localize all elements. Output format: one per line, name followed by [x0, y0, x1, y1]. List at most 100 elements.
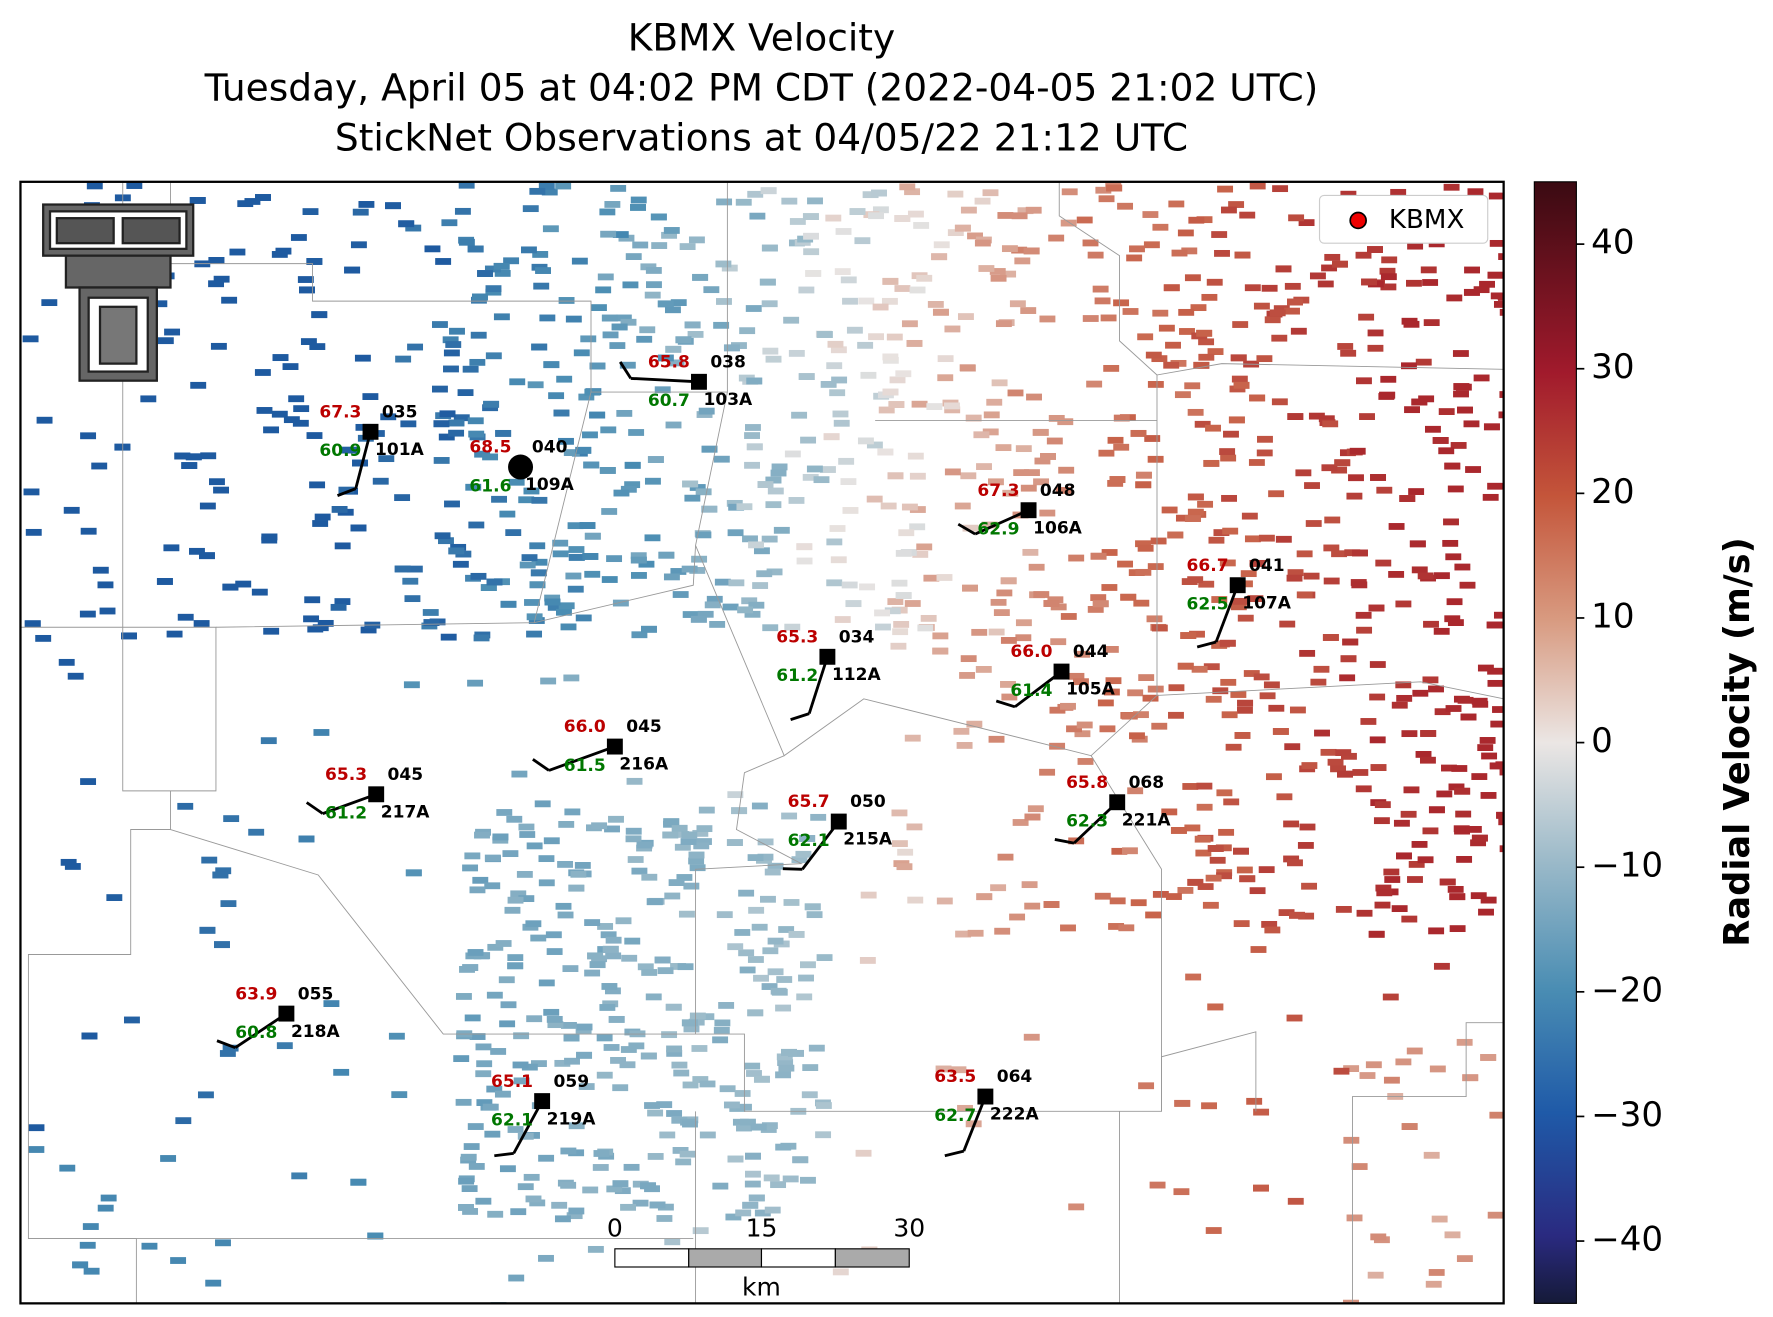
radar-gate	[1047, 596, 1064, 604]
radar-gate	[210, 342, 227, 350]
radar-gate	[791, 411, 808, 419]
radar-gate	[1174, 1099, 1191, 1107]
radar-gate	[1471, 697, 1488, 705]
radar-gate	[1050, 603, 1067, 611]
radar-gate	[1043, 600, 1060, 607]
radar-gate	[748, 1194, 765, 1202]
radar-gate	[841, 581, 858, 589]
radar-gate	[695, 488, 712, 496]
radar-gate	[771, 988, 788, 996]
radar-gate	[966, 720, 983, 728]
radar-gate	[610, 184, 627, 192]
radar-gate	[193, 620, 210, 627]
radar-gate	[1379, 391, 1396, 399]
radar-gate	[141, 1242, 158, 1250]
radar-gate	[591, 304, 607, 312]
radar-gate	[1493, 611, 1504, 619]
radar-gate	[558, 297, 575, 304]
radar-gate	[1340, 655, 1357, 663]
radar-gate	[1502, 1232, 1504, 1240]
radar-gate	[282, 363, 299, 370]
radar-gate	[1131, 735, 1148, 743]
radar-gate	[904, 734, 921, 742]
radar-gate	[816, 331, 833, 338]
radar-gate	[1032, 428, 1049, 436]
radar-gate	[1138, 1082, 1155, 1090]
radar-gate	[606, 1185, 623, 1193]
radar-gate	[1287, 1197, 1304, 1205]
radar-gate	[553, 409, 570, 417]
radar-gate	[1101, 549, 1118, 556]
radar-gate	[933, 241, 950, 249]
radar-gate	[1107, 479, 1124, 487]
radar-gate	[1396, 852, 1412, 860]
radar-gate	[957, 1104, 973, 1112]
radar-gate	[1161, 808, 1178, 816]
radar-gate	[1456, 855, 1473, 863]
radar-gate	[1203, 459, 1220, 467]
radar-gate	[881, 297, 898, 305]
radar-gate	[513, 1077, 530, 1085]
radar-gate	[449, 327, 465, 335]
radar-gate	[530, 1060, 547, 1068]
radar-gate	[761, 535, 778, 543]
radar-gate	[1020, 307, 1037, 314]
radar-gate	[778, 1064, 795, 1072]
subtitle: StickNet Observations at 04/05/22 21:12 …	[335, 115, 1188, 159]
radar-gate	[1230, 354, 1247, 362]
radar-gate	[1229, 385, 1246, 393]
radar-gate	[1358, 313, 1375, 321]
radar-gate	[1249, 182, 1266, 190]
radar-gate	[80, 778, 97, 785]
radar-gate	[464, 852, 481, 860]
radar-gate	[443, 365, 459, 373]
radar-gate	[831, 376, 848, 384]
radar-gate	[816, 954, 833, 961]
wind-barb-flag	[305, 801, 324, 815]
radar-gate	[1211, 642, 1228, 649]
radar-gate	[1428, 806, 1445, 814]
radar-gate	[36, 416, 53, 424]
wind-direction: 045	[388, 765, 424, 785]
colorbar-tick-label: −40	[1591, 1220, 1663, 1260]
radar-gate	[448, 429, 465, 437]
radar-gate	[1367, 329, 1384, 337]
radar-gate	[465, 483, 482, 491]
radar-gate	[830, 556, 847, 564]
radar-gate	[484, 265, 501, 273]
radar-gate	[199, 552, 215, 560]
radar-gate	[445, 341, 462, 348]
radar-gate	[1482, 493, 1499, 501]
colorbar	[1533, 181, 1577, 1304]
colorbar-tick-label: 0	[1591, 721, 1613, 761]
radar-gate	[59, 1164, 76, 1172]
radar-gate	[511, 770, 528, 778]
radar-gate	[1339, 674, 1356, 682]
radar-gate	[746, 1070, 762, 1077]
radar-gate	[645, 267, 662, 274]
radar-gate	[599, 467, 616, 474]
radar-gate	[1369, 661, 1386, 668]
radar-gate	[944, 402, 960, 410]
radar-gate	[673, 1069, 690, 1077]
radar-gate	[1313, 665, 1330, 673]
radar-gate	[855, 1149, 872, 1157]
radar-gate	[507, 962, 524, 970]
radar-gate	[1024, 902, 1041, 910]
radar-gate	[507, 954, 524, 961]
radar-gate	[962, 524, 979, 532]
radar-gate	[1269, 309, 1286, 317]
radar-gate	[623, 1163, 640, 1171]
radar-gate	[954, 224, 971, 232]
radar-gate	[657, 354, 674, 362]
radar-gate	[682, 1120, 698, 1128]
radar-gate	[1076, 721, 1093, 729]
radar-gate	[663, 227, 680, 234]
radar-gate	[712, 1036, 729, 1044]
radar-gate	[543, 361, 560, 369]
radar-gate	[263, 627, 280, 635]
radar-gate	[1456, 1255, 1473, 1263]
radar-gate	[955, 930, 972, 938]
radar-gate	[80, 527, 97, 535]
radar-gate	[1412, 689, 1429, 697]
